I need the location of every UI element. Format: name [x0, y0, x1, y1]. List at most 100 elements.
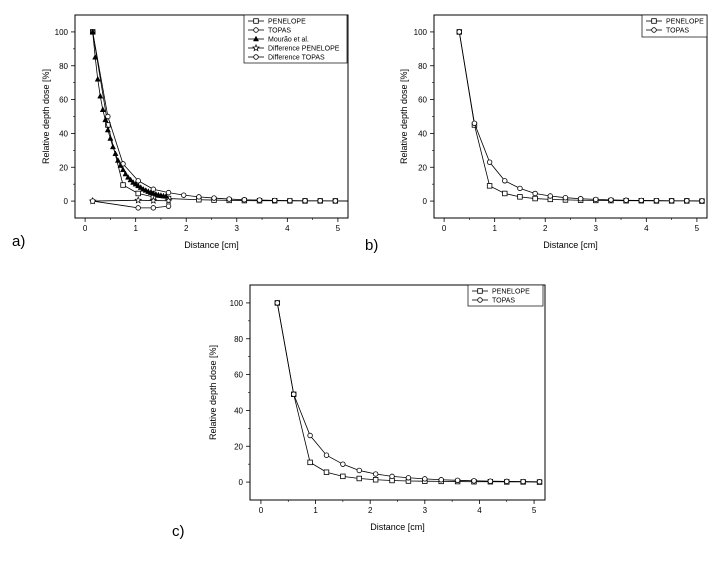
legend-marker	[252, 43, 260, 52]
data-point	[517, 194, 523, 200]
series-line-5	[92, 200, 169, 209]
data-point	[122, 170, 129, 177]
data-point	[422, 476, 428, 482]
y-axis-title: Relative depth dose [%]	[208, 345, 218, 440]
data-point	[405, 475, 412, 481]
data-point	[211, 195, 217, 201]
legend-entry: Mourão et al.	[268, 37, 309, 44]
data-point	[291, 391, 297, 397]
legend-entry: TOPAS	[268, 28, 291, 35]
data-point	[107, 135, 114, 141]
y-tick-label: 100	[230, 299, 244, 308]
data-point	[532, 195, 538, 202]
y-tick-label: 0	[423, 197, 428, 206]
data-point	[165, 189, 172, 196]
legend-marker	[651, 27, 657, 33]
y-tick-label: 60	[59, 96, 68, 105]
legend: PENELOPE TOPAS	[641, 14, 708, 38]
data-point	[102, 116, 109, 123]
y-tick-label: 40	[234, 406, 243, 415]
data-point	[502, 190, 508, 197]
data-point	[486, 183, 493, 189]
data-point	[317, 198, 323, 204]
data-point	[256, 197, 263, 203]
chart-panel-1: 0 1 2 3 4 5 0 20 40 60 80 100 Distance [cm] Relative …	[12, 14, 349, 250]
legend-entry: TOPAS	[492, 298, 515, 305]
data-point	[89, 198, 96, 204]
legend-marker	[253, 54, 259, 60]
data-point	[486, 159, 493, 165]
data-point	[340, 461, 346, 467]
data-point	[684, 198, 690, 204]
x-tick-label: 2	[368, 506, 373, 515]
x-tick-label: 4	[285, 224, 290, 233]
legend-entry: PENELOPE	[268, 19, 306, 26]
data-point	[302, 198, 308, 204]
data-point	[150, 205, 157, 211]
legend-entry: PENELOPE	[666, 19, 704, 26]
series-line-4	[92, 199, 169, 202]
legend-entry: Difference PENELOPE	[268, 46, 340, 53]
data-point	[99, 106, 106, 112]
data-point	[162, 193, 170, 199]
x-axis-title: Distance [cm]	[370, 522, 425, 532]
data-point	[241, 197, 248, 203]
data-point	[623, 197, 629, 203]
legend-box	[467, 284, 544, 307]
data-point	[120, 182, 126, 188]
legend-marker	[651, 18, 657, 24]
data-point	[92, 53, 99, 60]
legend-marker	[252, 35, 260, 42]
x-tick-label: 2	[184, 224, 189, 233]
data-point	[347, 200, 348, 203]
x-tick-label: 4	[477, 506, 482, 515]
data-point	[532, 190, 538, 197]
y-axis-title: Relative depth dose [%]	[41, 69, 51, 164]
y-tick-label: 40	[418, 129, 427, 138]
data-point	[135, 205, 141, 211]
data-point	[389, 473, 395, 480]
y-tick-label: 0	[64, 197, 69, 206]
x-tick-label: 0	[83, 224, 88, 233]
legend-entry: TOPAS	[666, 28, 689, 35]
chart-panel-2: 0 1 2 3 4 5 0 20 40 60 80 100 Distance [cm] Relative …	[365, 14, 708, 254]
x-tick-label: 1	[492, 224, 497, 233]
y-tick-label: 100	[55, 28, 69, 37]
data-point	[471, 478, 477, 484]
data-point	[127, 176, 134, 183]
x-tick-label: 0	[259, 506, 264, 515]
data-area	[88, 28, 348, 211]
data-point	[456, 29, 462, 35]
data-point	[438, 477, 444, 483]
series-line-2	[276, 302, 540, 483]
data-point	[135, 178, 141, 184]
data-point	[323, 469, 330, 475]
data-point	[109, 143, 116, 150]
data-point	[668, 198, 675, 204]
x-tick-label: 0	[442, 224, 447, 233]
data-point	[536, 479, 543, 485]
data-point	[112, 150, 119, 156]
data-point	[653, 197, 660, 204]
y-tick-label: 60	[418, 96, 427, 105]
data-point	[307, 459, 313, 466]
data-point	[89, 28, 96, 35]
data-point	[114, 157, 121, 163]
legend-marker	[477, 297, 483, 303]
data-point	[332, 198, 339, 204]
plot-frame	[433, 14, 708, 219]
data-point	[134, 196, 143, 204]
y-tick-label: 80	[234, 335, 243, 344]
data-point	[196, 194, 202, 200]
x-tick-label: 5	[336, 224, 341, 233]
data-point	[274, 300, 281, 306]
x-axis-title: Distance [cm]	[184, 240, 239, 250]
data-point	[562, 194, 569, 201]
data-point	[226, 196, 232, 202]
data-point	[372, 471, 379, 477]
data-point	[487, 478, 494, 484]
y-tick-label: 20	[59, 163, 68, 172]
data-point	[547, 193, 553, 199]
data-point	[638, 197, 644, 204]
